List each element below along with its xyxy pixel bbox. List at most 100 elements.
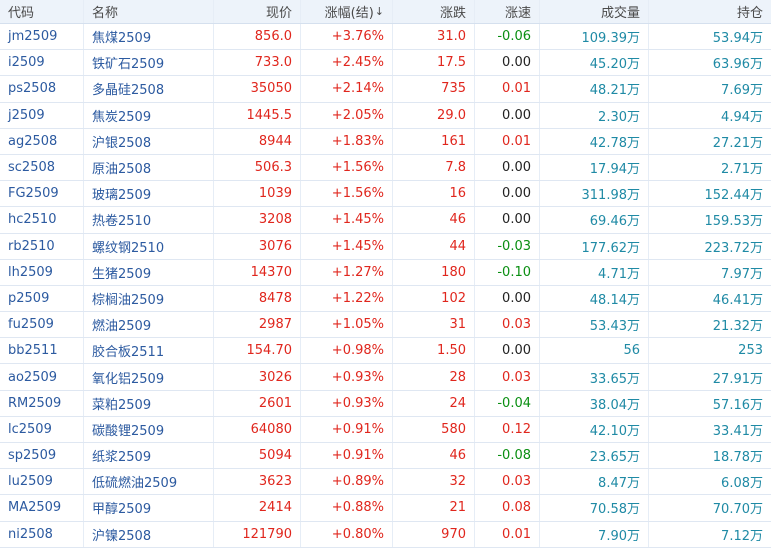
header-change-pct[interactable]: 涨幅(结) ↓ (301, 0, 393, 23)
row-name: 沪镍2508 (84, 521, 214, 547)
header-name[interactable]: 名称 (84, 0, 214, 23)
row-speed: 0.12 (475, 416, 540, 442)
row-change-pct: +2.45% (301, 50, 393, 76)
row-change-pct: +0.89% (301, 469, 393, 495)
table-row[interactable]: ni2508 沪镍2508 121790 +0.80% 970 0.01 7.90万 7.12… (0, 521, 771, 548)
row-open-interest: 7.69万 (721, 83, 763, 99)
table-row[interactable]: RM2509 菜粕2509 2601 +0.93% 24 -0.04 38.04万 57.16… (0, 390, 771, 417)
table-row[interactable]: FG2509 玻璃2509 1039 +1.56% 16 0.00 311.98万 152.4… (0, 181, 771, 208)
row-change-pct: +1.22% (301, 285, 393, 312)
row-speed: 0.00 (475, 338, 540, 364)
row-speed: 0.03 (475, 312, 540, 338)
row-change: 29.0 (393, 102, 475, 128)
row-code: FG2509 (0, 181, 84, 207)
row-code: p2509 (0, 285, 84, 312)
row-name: 焦炭2509 (84, 102, 214, 128)
row-change-pct: +1.05% (301, 312, 393, 338)
row-change: 31 (393, 312, 475, 338)
row-open-interest: 2.71万 (721, 162, 763, 178)
table-row[interactable]: sp2509 纸浆2509 5094 +0.91% 46 -0.08 23.65万 18.78… (0, 443, 771, 470)
row-volume: 8.47万 (540, 469, 649, 495)
header-price[interactable]: 现价 (214, 0, 301, 23)
row-name: 原油2508 (84, 154, 214, 181)
row-volume: 70.58万 (540, 495, 649, 521)
header-speed[interactable]: 涨速 (475, 0, 540, 23)
row-volume: 48.21万 (540, 76, 649, 102)
row-volume: 48.14万 (540, 285, 649, 312)
row-price: 1039 (214, 181, 301, 207)
row-change: 1.50 (393, 338, 475, 364)
row-speed: 0.00 (475, 207, 540, 233)
row-change-pct: +0.88% (301, 495, 393, 521)
row-volume: 42.78万 (540, 128, 649, 154)
table-row[interactable]: i2509 铁矿石2509 733.0 +2.45% 17.5 0.00 45.20万 63.… (0, 50, 771, 77)
row-price: 2414 (214, 495, 301, 521)
row-name: 焦煤2509 (84, 24, 214, 50)
row-speed: 0.00 (475, 154, 540, 181)
row-speed: 0.00 (475, 181, 540, 207)
row-code: lu2509 (0, 469, 84, 495)
row-change-pct: +3.76% (301, 24, 393, 50)
table-row[interactable]: ao2509 氧化铝2509 3026 +0.93% 28 0.03 33.65万 27.91… (0, 364, 771, 391)
row-volume: 38.04万 (540, 390, 649, 416)
row-code: MA2509 (0, 495, 84, 521)
table-row[interactable]: bb2511 胶合板2511 154.70 +0.98% 1.50 0.00 56 253 (0, 338, 771, 365)
header-volume[interactable]: 成交量 (540, 0, 649, 23)
row-open-interest: 159.53万 (704, 214, 764, 230)
row-code: i2509 (0, 50, 84, 76)
table-row[interactable]: p2509 棕榈油2509 8478 +1.22% 102 0.00 48.14万 46.41… (0, 285, 771, 313)
row-price: 856.0 (214, 24, 301, 50)
row-code: ao2509 (0, 364, 84, 390)
row-open-interest: 223.72万 (704, 240, 764, 256)
row-name: 甲醇2509 (84, 495, 214, 521)
table-row[interactable]: ps2508 多晶硅2508 35050 +2.14% 735 0.01 48.21万 7.6… (0, 76, 771, 103)
row-code: bb2511 (0, 338, 84, 364)
table-header: 代码 名称 现价 涨幅(结) ↓ 涨跌 涨速 成交量 持仓 (0, 0, 771, 24)
row-change-pct: +2.14% (301, 76, 393, 102)
row-price: 8478 (214, 285, 301, 312)
table-row[interactable]: ag2508 沪银2508 8944 +1.83% 161 0.01 42.78万 27.21… (0, 128, 771, 155)
row-change: 31.0 (393, 24, 475, 50)
row-price: 733.0 (214, 50, 301, 76)
table-row[interactable]: fu2509 燃油2509 2987 +1.05% 31 0.03 53.43万 21.32万 (0, 312, 771, 339)
header-code[interactable]: 代码 (0, 0, 84, 23)
row-volume: 69.46万 (540, 207, 649, 233)
row-change: 180 (393, 259, 475, 285)
row-code: ps2508 (0, 76, 84, 102)
row-code: RM2509 (0, 390, 84, 416)
row-speed: -0.04 (475, 390, 540, 416)
row-price: 3208 (214, 207, 301, 233)
table-row[interactable]: hc2510 热卷2510 3208 +1.45% 46 0.00 69.46万 159.53… (0, 207, 771, 234)
row-name: 纸浆2509 (84, 443, 214, 469)
row-speed: 0.08 (475, 495, 540, 521)
row-name: 玻璃2509 (84, 181, 214, 207)
table-row[interactable]: jm2509 焦煤2509 856.0 +3.76% 31.0 -0.06 109.39万 5… (0, 24, 771, 51)
table-row[interactable]: rb2510 螺纹钢2510 3076 +1.45% 44 -0.03 177.62万 223… (0, 233, 771, 260)
row-volume: 33.65万 (540, 364, 649, 390)
row-code: jm2509 (0, 24, 84, 50)
header-change[interactable]: 涨跌 (393, 0, 475, 23)
row-price: 64080 (214, 416, 301, 442)
table-body: jm2509 焦煤2509 856.0 +3.76% 31.0 -0.06 109.39万 5… (0, 24, 771, 548)
row-open-interest: 70.70万 (712, 502, 763, 518)
table-row[interactable]: MA2509 甲醇2509 2414 +0.88% 21 0.08 70.58万 70.70万 (0, 495, 771, 522)
row-change: 161 (393, 128, 475, 154)
row-change: 7.8 (393, 154, 475, 181)
row-speed: 0.01 (475, 128, 540, 154)
row-price: 3623 (214, 469, 301, 495)
table-row[interactable]: lh2509 生猪2509 14370 +1.27% 180 -0.10 4.71万 7.97… (0, 259, 771, 286)
table-row[interactable]: sc2508 原油2508 506.3 +1.56% 7.8 0.00 17.94万 2.71… (0, 154, 771, 182)
row-name: 燃油2509 (84, 312, 214, 338)
table-row[interactable]: j2509 焦炭2509 1445.5 +2.05% 29.0 0.00 2.30万 4.94… (0, 102, 771, 129)
row-volume: 53.43万 (540, 312, 649, 338)
table-row[interactable]: lu2509 低硫燃油2509 3623 +0.89% 32 0.03 8.47万 6.08万 (0, 469, 771, 496)
row-open-interest: 4.94万 (721, 109, 763, 125)
row-open-interest: 46.41万 (712, 292, 763, 308)
row-speed: -0.03 (475, 233, 540, 259)
row-change: 580 (393, 416, 475, 442)
row-name: 碳酸锂2509 (84, 416, 214, 442)
row-open-interest: 6.08万 (721, 476, 763, 492)
header-open-interest[interactable]: 持仓 (736, 6, 763, 21)
table-row[interactable]: lc2509 碳酸锂2509 64080 +0.91% 580 0.12 42.10万 33.… (0, 416, 771, 443)
row-code: lh2509 (0, 259, 84, 285)
